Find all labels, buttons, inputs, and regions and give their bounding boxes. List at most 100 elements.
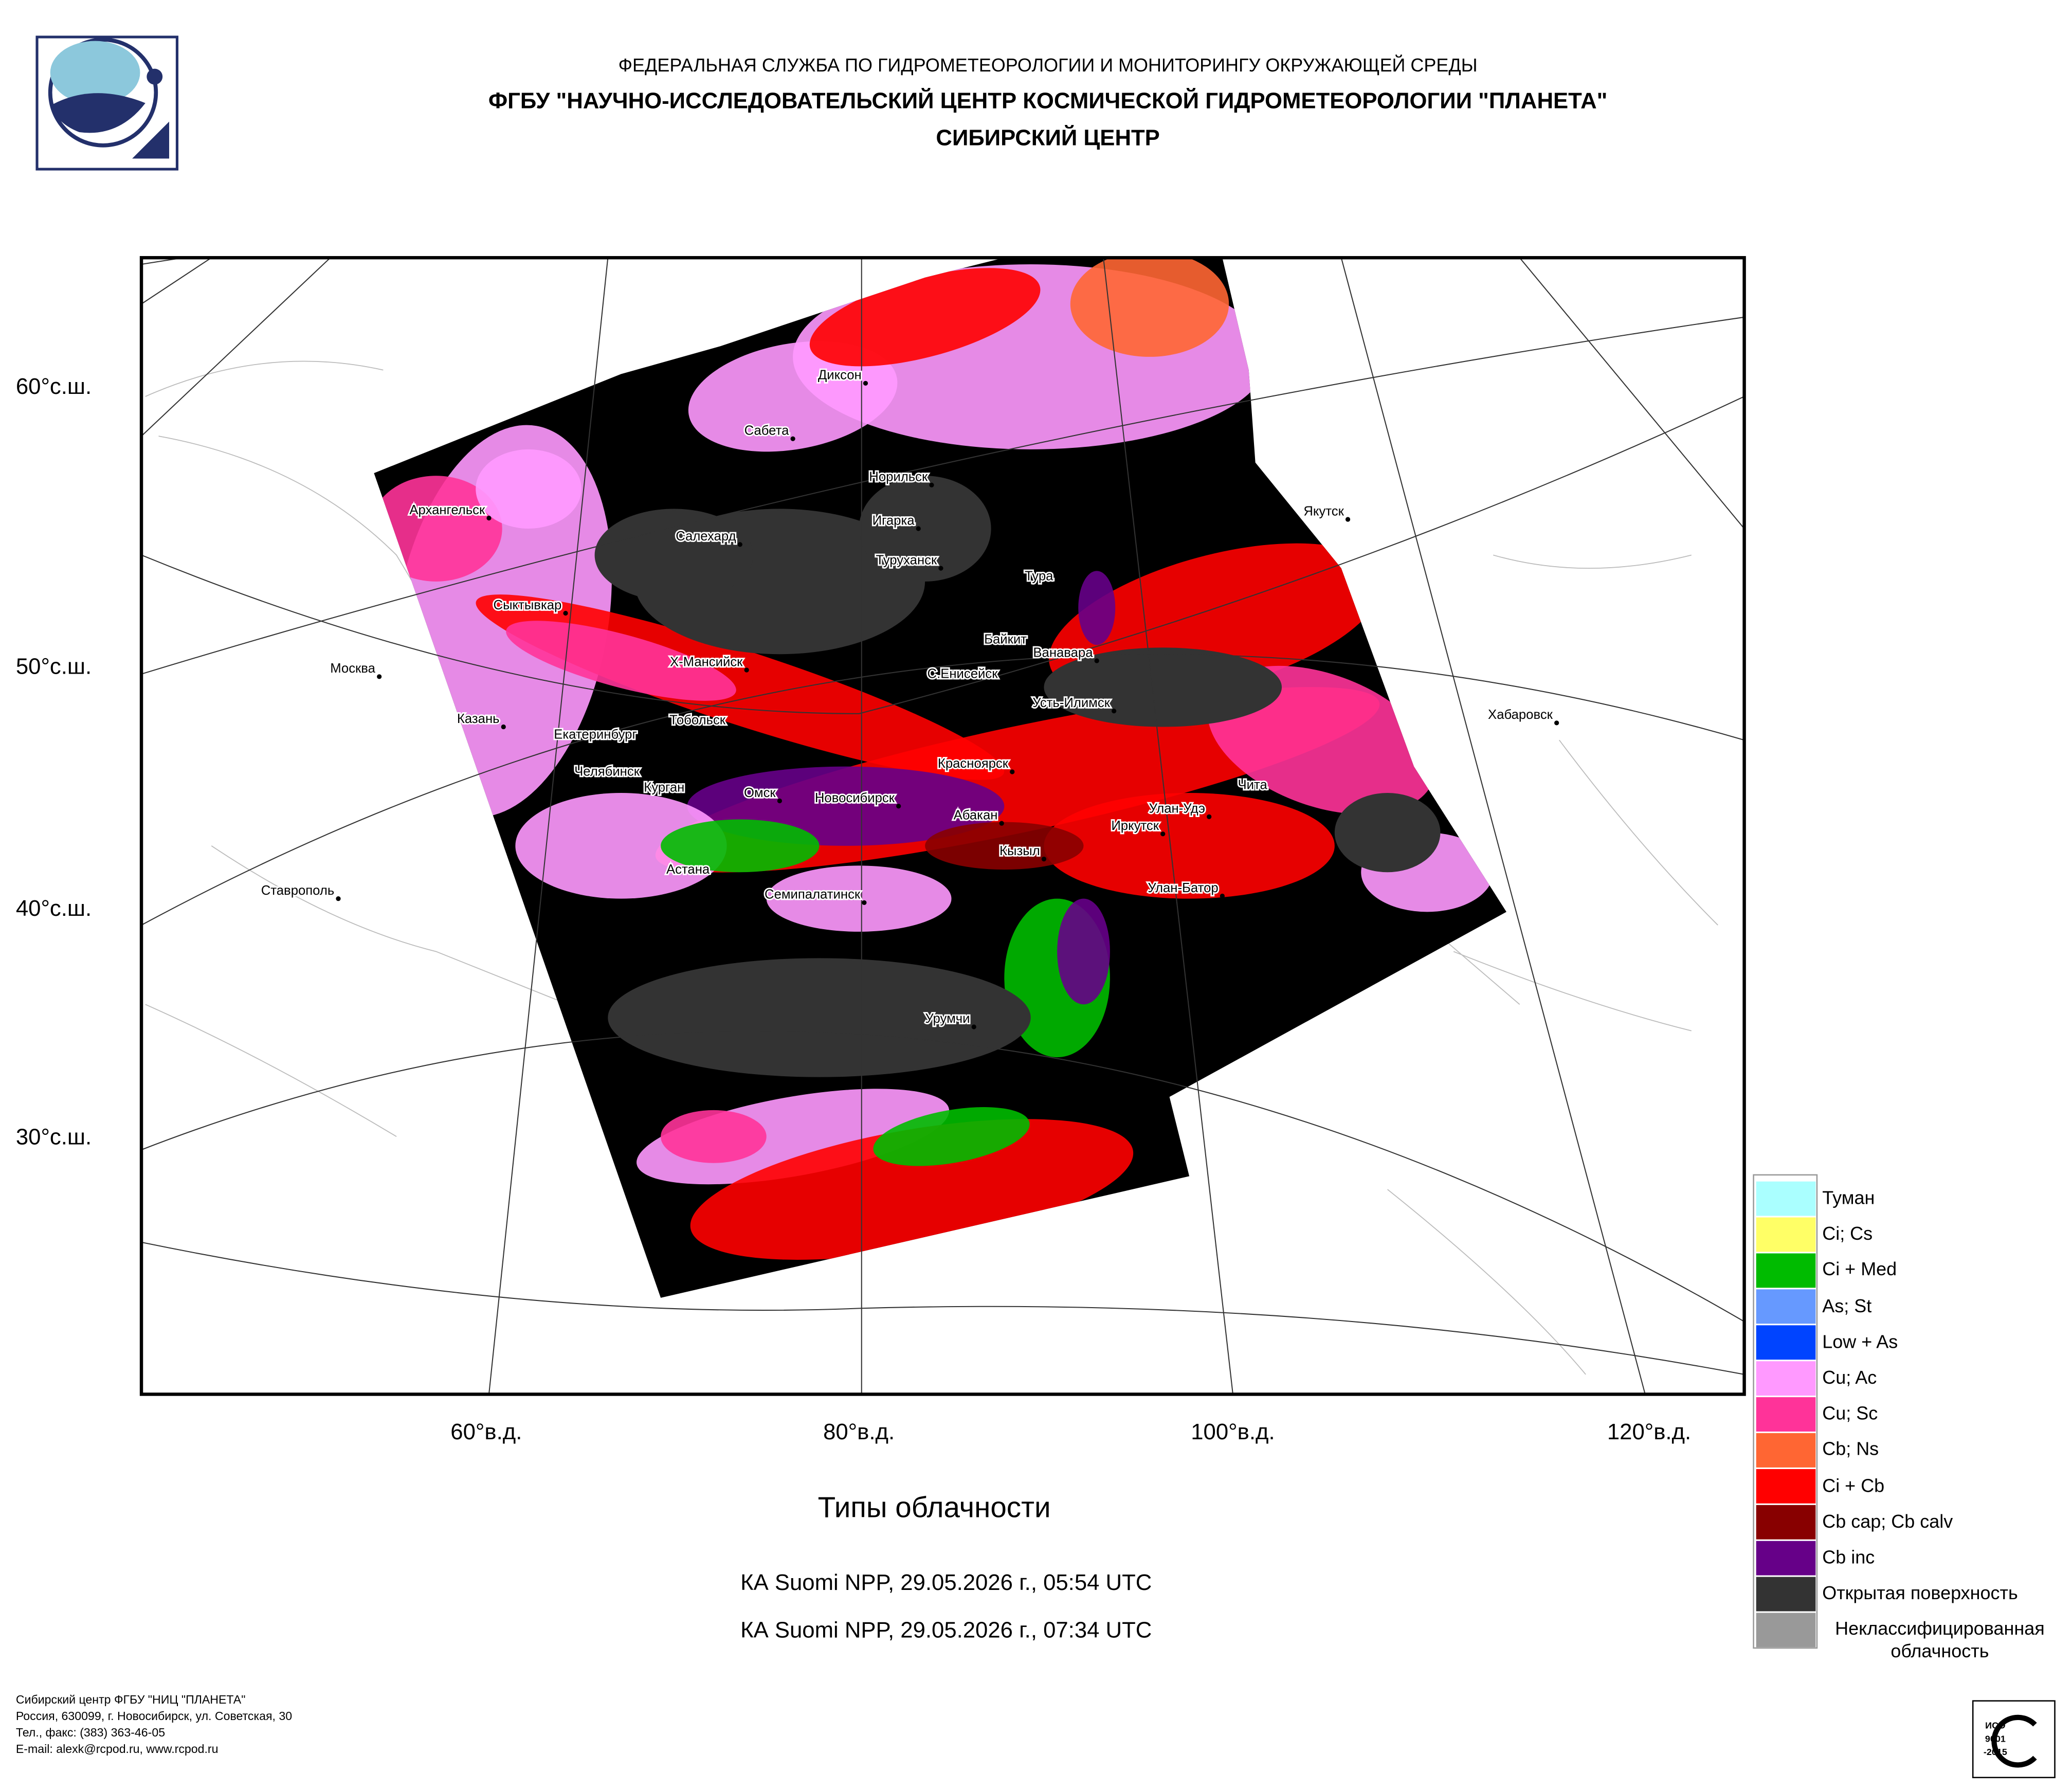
lat-label: 60°с.ш. bbox=[16, 374, 92, 399]
city-label: Тобольск bbox=[669, 713, 726, 727]
city-dot bbox=[1220, 893, 1225, 899]
graticule-line bbox=[488, 258, 609, 1395]
city-dot bbox=[711, 875, 716, 880]
city-dot bbox=[1345, 517, 1351, 522]
lon-label: 80°в.д. bbox=[823, 1419, 895, 1444]
cloud-area bbox=[873, 1107, 1030, 1166]
pass-info: КА Suomi NPP, 29.05.2026 г., 07:34 UTC bbox=[740, 1617, 1152, 1642]
legend-label: Cb; Ns bbox=[1822, 1438, 1879, 1460]
city-label: Екатеринбург bbox=[554, 728, 637, 742]
city-dot bbox=[863, 381, 868, 386]
cloud-area bbox=[688, 341, 898, 452]
graticule-line bbox=[141, 1241, 1744, 1375]
legend-label: Cb inc bbox=[1822, 1546, 1875, 1568]
city-dot bbox=[862, 900, 867, 906]
city-label: Семипалатинск bbox=[765, 888, 861, 902]
cloud-area bbox=[661, 1110, 767, 1163]
lon-label: 120°в.д. bbox=[1607, 1419, 1691, 1444]
legend-label-box: Открытая поверхность bbox=[1822, 1582, 2018, 1604]
legend-swatch bbox=[1756, 1361, 1816, 1396]
city-label: Якутск bbox=[1303, 504, 1344, 518]
clear-area bbox=[1044, 647, 1282, 727]
legend-label-box: Cu; Ac bbox=[1822, 1366, 1877, 1387]
legend-label-box: Ci + Med bbox=[1822, 1258, 1897, 1280]
legend-label-box: Cu; Sc bbox=[1822, 1402, 1878, 1424]
cloud-area bbox=[690, 1119, 1134, 1260]
cloud-area bbox=[1057, 898, 1110, 1005]
city-dot bbox=[1207, 814, 1212, 819]
cloud-area bbox=[766, 865, 952, 932]
graticule-line bbox=[141, 654, 1744, 926]
city-label: Игарка bbox=[873, 513, 915, 528]
city-label: Хабаровск bbox=[1488, 708, 1553, 722]
city-dot bbox=[377, 674, 382, 679]
city-dot bbox=[1160, 831, 1166, 837]
legend-swatch bbox=[1756, 1397, 1816, 1432]
graticule-line bbox=[141, 1030, 1744, 1322]
lat-label: 40°с.ш. bbox=[16, 896, 92, 921]
legend-label: Ci + Med bbox=[1822, 1258, 1897, 1280]
graticule-line bbox=[141, 316, 1744, 675]
legend-swatch bbox=[1756, 1577, 1816, 1612]
legend-swatch bbox=[1756, 1433, 1816, 1468]
city-label: Ванавара bbox=[1033, 645, 1093, 660]
city-label: Чита bbox=[1238, 777, 1268, 792]
city-label: Астана bbox=[666, 862, 710, 877]
lon-label: 100°в.д. bbox=[1191, 1419, 1275, 1444]
lat-label: 30°с.ш. bbox=[16, 1125, 92, 1150]
city-label: Норильск bbox=[869, 470, 928, 484]
lat-label: 50°с.ш. bbox=[16, 654, 92, 679]
city-label: Абакан bbox=[954, 808, 998, 822]
city-label: Челябинск bbox=[574, 765, 640, 779]
footer-line: Тел., факс: (383) 363-46-05 bbox=[16, 1726, 165, 1739]
city-dot bbox=[1554, 720, 1559, 726]
cloud-area bbox=[374, 476, 502, 582]
city-dot bbox=[744, 667, 749, 673]
legend-label-box: Ci; Cs bbox=[1822, 1223, 1873, 1244]
legend-label: Low + As bbox=[1822, 1330, 1898, 1352]
footer: Сибирский центр ФГБУ "НИЦ "ПЛАНЕТА" Росси… bbox=[16, 1693, 292, 1756]
city-label: Сабета bbox=[744, 424, 789, 438]
legend-label-box: As; St bbox=[1822, 1295, 1871, 1316]
city-dot bbox=[790, 436, 795, 441]
city-label: Архангельск bbox=[409, 503, 485, 517]
city-dot bbox=[641, 777, 646, 782]
cloud-area bbox=[506, 621, 736, 701]
city-dot bbox=[929, 482, 934, 487]
header-line: ФЕДЕРАЛЬНАЯ СЛУЖБА ПО ГИДРОМЕТЕОРОЛОГИИ … bbox=[619, 55, 1478, 76]
lon-label: 60°в.д. bbox=[450, 1419, 522, 1444]
legend-label-box: Cb inc bbox=[1822, 1546, 1875, 1568]
legend: Туман Ci; Cs Ci + Med As; St Low + As Cu; Ac C… bbox=[1753, 1174, 2045, 1662]
city-dot bbox=[1055, 582, 1060, 587]
graticule-line bbox=[1340, 258, 1646, 1395]
city-label: С.Енисейск bbox=[928, 666, 998, 681]
iso-text: -2015 bbox=[1984, 1747, 2007, 1757]
legend-label-box: Cb cap; Cb calv bbox=[1822, 1510, 1953, 1531]
legend-swatch bbox=[1756, 1613, 1816, 1648]
city-label: Ставрополь bbox=[261, 883, 335, 898]
city-label: Кызыл bbox=[999, 844, 1040, 858]
cloud-area bbox=[1044, 793, 1335, 899]
city-dot bbox=[999, 679, 1004, 684]
clear-area bbox=[859, 476, 991, 582]
city-label: Москва bbox=[330, 661, 375, 676]
logo bbox=[35, 35, 179, 171]
legend-label: Открытая поверхность bbox=[1822, 1582, 2018, 1604]
city-label: Усть-Илимск bbox=[1032, 696, 1110, 710]
cloud-area bbox=[515, 793, 727, 899]
header-line: СИБИРСКИЙ ЦЕНТР bbox=[936, 124, 1159, 151]
legend-swatch bbox=[1756, 1253, 1816, 1288]
clear-area bbox=[608, 958, 1031, 1077]
iso-text: 9001 bbox=[1985, 1733, 2006, 1744]
city-dot bbox=[737, 542, 742, 547]
city-label: Х-Мансийск bbox=[670, 655, 743, 669]
graticule-line bbox=[141, 258, 212, 304]
city-dot bbox=[1268, 790, 1274, 795]
map-area bbox=[141, 258, 1744, 1395]
clear-area bbox=[1334, 793, 1441, 873]
city-dot bbox=[916, 526, 921, 531]
graticule-line bbox=[1519, 258, 1744, 529]
legend-label: Cu; Sc bbox=[1822, 1402, 1878, 1424]
city-dot bbox=[971, 1024, 976, 1029]
city-label: Курган bbox=[644, 780, 684, 794]
